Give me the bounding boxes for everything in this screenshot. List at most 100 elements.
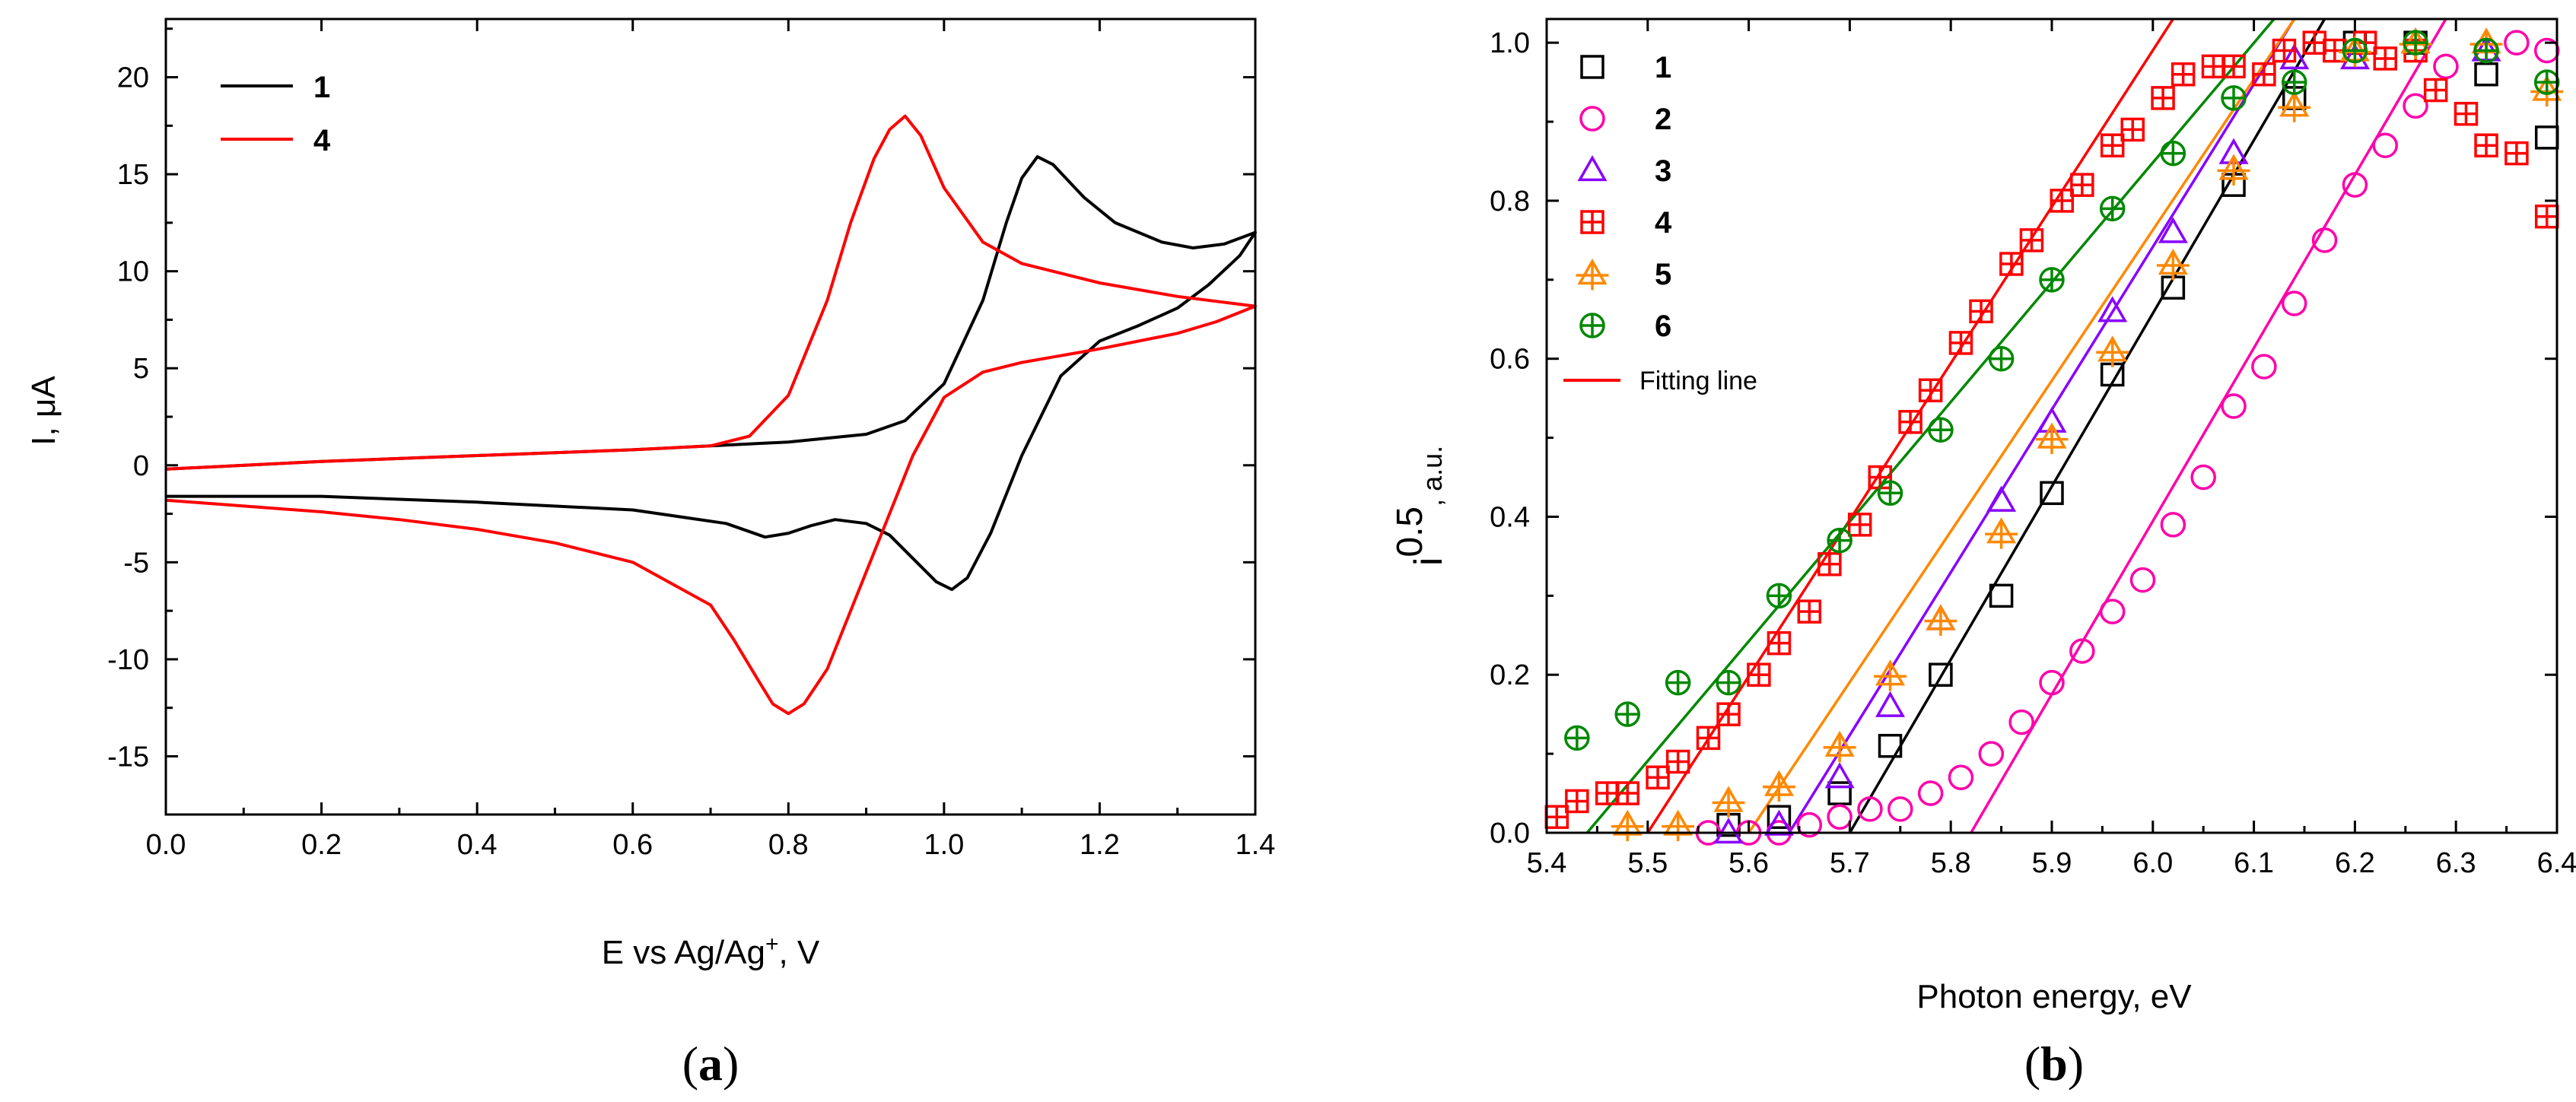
- panel-b-legend-marker-6: [1579, 313, 1605, 338]
- panel-a-y-tick-label: -10: [107, 644, 149, 676]
- panel-b-point-series-4: [1696, 726, 1721, 751]
- panel-b-point-series-1: [1989, 583, 2014, 608]
- panel-b-point-series-4: [2272, 38, 2297, 63]
- panel-a-y-tick-label: 5: [133, 353, 149, 385]
- panel-b-legend-label-3: 3: [1655, 154, 1671, 188]
- panel-b-x-axis-label: Photon energy, eV: [1916, 978, 2192, 1015]
- panel-b-point-series-6: [2533, 69, 2560, 95]
- panel-a-curve-1: [165, 155, 1257, 592]
- panel-b-point-series-5: [2217, 154, 2250, 186]
- panel-b-point-series-4: [2171, 62, 2196, 87]
- panel-b-point-series-6: [1827, 527, 1852, 554]
- panel-a-xlabel-sup: +: [765, 932, 779, 957]
- panel-b-legend-fit-label: Fitting line: [1639, 367, 1757, 395]
- panel-b-point-series-4: [1969, 299, 1993, 324]
- panel-b-point-series-6: [1665, 669, 1691, 696]
- panel-a-y-tick-label: 0: [133, 450, 149, 482]
- panel-b-point-series-4: [2474, 133, 2498, 157]
- panel-a-caption-letter: a: [698, 1037, 723, 1091]
- panel-b-point-series-5: [1762, 770, 1795, 802]
- panel-b-point-series-6: [1988, 345, 2015, 372]
- panel-b-point-series-6: [2221, 85, 2247, 111]
- panel-b-point-series-4: [2151, 86, 2175, 110]
- panel-b-point-series-4: [1665, 749, 1690, 774]
- panel-b-point-series-4: [1797, 599, 1822, 624]
- panel-b-point-series-6: [2099, 195, 2126, 222]
- panel-a-legend-label-4: 4: [313, 124, 331, 157]
- panel-b-point-series-2: [2403, 93, 2428, 119]
- panel-b-legend-label-4: 4: [1655, 206, 1672, 240]
- panel-b-point-series-2: [2433, 53, 2459, 80]
- panel-b-point-series-4: [2201, 54, 2226, 79]
- panel-b-point-series-3: [1986, 485, 2017, 512]
- panel-a-y-axis-label: I, μA: [25, 376, 62, 446]
- panel-b-point-series-2: [2504, 30, 2530, 56]
- panel-b-point-series-1: [2534, 125, 2559, 150]
- panel-b-point-series-2: [1887, 796, 1913, 822]
- panel-a-x-tick-label: 0.4: [457, 829, 498, 861]
- panel-a-legend: 1 4: [221, 71, 331, 157]
- panel-a-cv-chart: 0.0 0.2 0.4 0.6 0.8 1.0 1.2 1.4 -15 -10 -5 0 5 10 15 20…: [25, 17, 1275, 1091]
- panel-a-x-tick-label: 0.0: [146, 829, 186, 861]
- panel-b-point-series-3: [1824, 762, 1855, 789]
- panel-b-ticks: 5.4 5.5 5.6 5.7 5.8 5.9 6.0 6.1 6.2 6.3 6.4 0.0 0.2 0…: [1490, 19, 2576, 879]
- panel-b-point-series-2: [1796, 811, 1823, 838]
- panel-b-point-series-4: [2454, 101, 2479, 126]
- panel-b-x-tick-label: 6.3: [2436, 847, 2476, 879]
- panel-b-point-series-3: [1875, 691, 1906, 717]
- panel-b-point-series-6: [2342, 37, 2368, 64]
- panel-b-point-series-1: [2474, 62, 2498, 87]
- panel-a-y-tick-label: -5: [123, 547, 149, 579]
- panel-a-x-tick-label: 1.0: [924, 829, 964, 861]
- panel-b-legend-marker-3: [1577, 154, 1608, 182]
- panel-b-point-series-2: [2129, 567, 2156, 593]
- panel-a-y-tick-label: 20: [117, 62, 149, 94]
- panel-b-point-series-2: [1978, 741, 2005, 767]
- panel-b-point-series-1: [1929, 662, 1953, 687]
- panel-b-point-series-2: [2039, 669, 2065, 696]
- panel-b-point-series-3: [2158, 217, 2188, 243]
- panel-b-legend-label-1: 1: [1655, 51, 1671, 84]
- panel-b-legend-marker-1: [1580, 55, 1604, 79]
- panel-b-y-tick-label: 0.4: [1490, 501, 1530, 533]
- panel-b-legend-marker-5: [1576, 258, 1609, 291]
- panel-a-x-tick-label: 1.4: [1236, 829, 1276, 861]
- panel-b-legend-label-5: 5: [1655, 258, 1671, 291]
- panel-b-point-series-3: [2097, 296, 2128, 322]
- panel-a-caption: (a): [682, 1037, 739, 1091]
- panel-b-point-series-2: [1948, 764, 1974, 791]
- panel-a-xlabel-main: E vs Ag/Ag: [602, 934, 765, 971]
- panel-b-point-series-5: [1924, 604, 1957, 636]
- panel-b-point-series-2: [2099, 599, 2126, 624]
- panel-b-point-series-2: [2008, 709, 2034, 735]
- panel-b-point-series-4: [2120, 117, 2145, 142]
- panel-a-x-tick-label: 0.2: [301, 829, 342, 861]
- panel-b-legend-marker-4: [1580, 210, 1604, 234]
- panel-b-point-series-3: [1713, 817, 1744, 844]
- panel-b-y-axis-label: i0.5, a.u.: [1390, 446, 1452, 566]
- panel-b-point-series-2: [2342, 172, 2368, 198]
- panel-b-legend-label-2: 2: [1655, 103, 1671, 136]
- panel-b-point-series-4: [2534, 204, 2559, 229]
- panel-a-ticks: 0.0 0.2 0.4 0.6 0.8 1.0 1.2 1.4 -15 -10 -5 0 5 10 15 20: [107, 19, 1275, 861]
- panel-b-point-series-6: [1928, 417, 1954, 443]
- panel-a-y-tick-label: -15: [107, 741, 149, 773]
- panel-b-point-series-4: [1646, 765, 1670, 790]
- panel-b-point-series-4: [2423, 78, 2448, 103]
- panel-a-xlabel-suffix: , V: [778, 934, 819, 971]
- panel-b-point-series-5: [1874, 659, 1907, 691]
- panel-b-legend: 1 2 3 4 5 6: [1576, 51, 1672, 343]
- panel-b-point-series-4: [1918, 378, 1943, 403]
- panel-b-point-series-6: [2160, 140, 2186, 167]
- panel-b-point-series-2: [2311, 227, 2338, 253]
- panel-b-point-series-4: [2019, 228, 2044, 252]
- panel-b-point-series-1: [2040, 481, 2064, 506]
- panel-b-ylabel-suffix: , a.u.: [1417, 446, 1448, 507]
- panel-b-point-series-5: [1985, 517, 2018, 549]
- panel-b-point-series-4: [2373, 46, 2397, 71]
- panel-b-point-series-1: [1878, 733, 1903, 758]
- panel-b-x-tick-label: 6.2: [2335, 847, 2375, 879]
- panel-b-y-tick-label: 0.2: [1490, 659, 1530, 691]
- panel-b-caption: (b): [2024, 1037, 2084, 1091]
- panel-b-point-series-5: [1662, 809, 1695, 842]
